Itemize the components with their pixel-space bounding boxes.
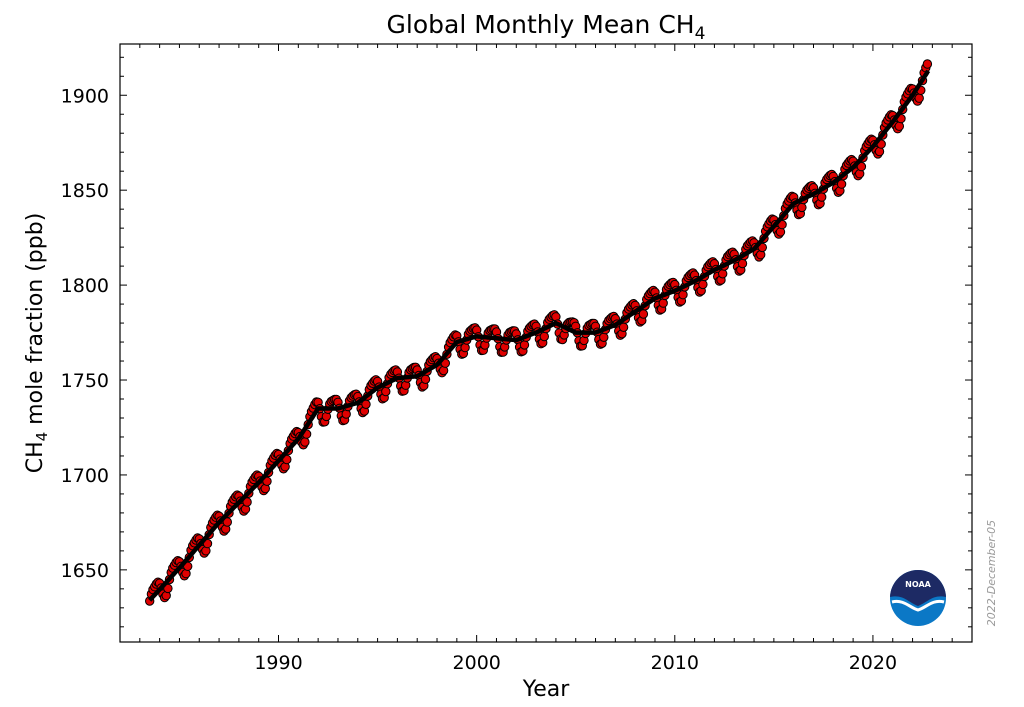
monthly-mean-point bbox=[737, 258, 748, 269]
monthly-mean-point bbox=[718, 269, 728, 279]
y-tick-label: 1650 bbox=[61, 560, 109, 582]
monthly-mean-point bbox=[222, 517, 233, 527]
monthly-mean-point bbox=[922, 59, 933, 69]
monthly-mean-point bbox=[856, 161, 867, 172]
noaa-logo-wave bbox=[891, 599, 945, 612]
monthly-mean-point bbox=[341, 409, 351, 419]
y-tick-label: 1700 bbox=[61, 465, 109, 487]
y-tick-label: 1800 bbox=[61, 275, 109, 297]
trend-line-group bbox=[148, 69, 931, 602]
plot-frame bbox=[119, 43, 973, 643]
monthly-mean-point bbox=[894, 121, 904, 131]
monthly-mean-point bbox=[618, 322, 629, 332]
monthly-mean-point bbox=[381, 386, 391, 397]
x-tick-label: 2010 bbox=[651, 652, 699, 674]
chart-title: Global Monthly Mean CH4 bbox=[387, 10, 706, 44]
monthly-mean-point bbox=[914, 93, 924, 103]
x-tick-label: 2020 bbox=[849, 652, 897, 674]
noaa-logo-text: NOAA bbox=[905, 580, 931, 589]
x-tick-label: 2000 bbox=[453, 652, 501, 674]
y-tick-label: 1750 bbox=[61, 370, 109, 392]
monthly-mean-point bbox=[163, 583, 173, 594]
date-stamp: 2022-December-05 bbox=[985, 520, 998, 626]
monthly-mean-point bbox=[300, 437, 310, 447]
monthly-mean-point bbox=[638, 309, 649, 319]
monthly-mean-point bbox=[519, 340, 530, 350]
monthly-mean-point bbox=[817, 192, 827, 202]
monthly-mean-point bbox=[242, 497, 252, 507]
y-tick-label: 1850 bbox=[61, 180, 109, 202]
y-tick-label: 1900 bbox=[61, 85, 109, 107]
noaa-logo-bird bbox=[890, 570, 946, 606]
monthly-mean-point bbox=[599, 332, 609, 342]
y-axis-label: CH4 mole fraction (ppb) bbox=[23, 213, 51, 474]
noaa-logo: NOAA bbox=[890, 570, 946, 626]
monthly-mean-point bbox=[698, 279, 708, 290]
axis-ticks bbox=[119, 44, 973, 642]
monthly-mean-point bbox=[460, 342, 470, 353]
monthly-mean-point bbox=[658, 298, 668, 308]
tick-labels: 1990 2000 2010 2020 1650 1700 1750 1800 1850 1900 bbox=[61, 85, 897, 674]
monthly-mean-point bbox=[797, 202, 807, 213]
trend-line bbox=[148, 69, 931, 602]
monthly-mean-point bbox=[420, 374, 431, 384]
monthly-mean-point bbox=[678, 290, 688, 300]
x-axis-label: Year bbox=[522, 677, 571, 702]
monthly-mean-point bbox=[539, 331, 549, 342]
x-tick-label: 1990 bbox=[254, 652, 302, 674]
